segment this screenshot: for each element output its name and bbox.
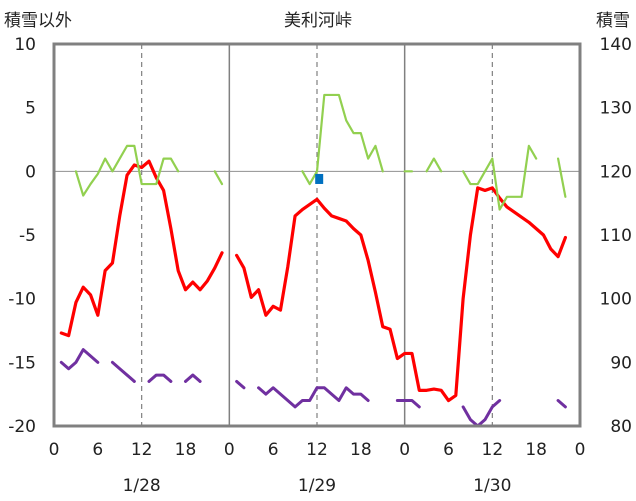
series-line-1 [556,157,567,198]
series-line-2 [59,348,100,371]
x-tick-label: 12 [131,440,153,460]
series-line-2 [235,379,246,390]
series-line-2 [110,360,136,383]
series-line-1 [301,93,384,186]
series-line-1 [74,144,180,197]
x-tick-label: 0 [49,440,60,460]
x-tick-label: 18 [525,440,547,460]
series-line-0 [235,186,567,403]
x-tick-label: 0 [224,440,235,460]
right-tick-label: 140 [600,35,632,55]
series-line-2 [257,386,370,409]
right-tick-label: 120 [600,162,632,182]
series-line-1 [425,157,443,173]
right-tick-label: 90 [610,353,632,373]
left-tick-label: 0 [25,162,36,182]
left-tick-label: -5 [19,226,36,246]
x-tick-label: 6 [268,440,279,460]
date-label: 1/28 [123,476,161,496]
x-tick-label: 18 [350,440,372,460]
left-axis-label: 積雪以外 [4,11,72,31]
x-tick-label: 6 [443,440,454,460]
right-axis-label: 積雪 [596,11,630,31]
left-tick-label: 5 [25,99,36,119]
plot-frame [52,42,582,428]
left-tick-label: -10 [8,290,36,310]
series-line-2 [556,399,567,409]
series-line-2 [461,399,502,428]
right-tick-label: 110 [600,226,632,246]
x-tick-label: 12 [482,440,504,460]
x-tick-label: 0 [575,440,586,460]
left-tick-label: -15 [8,353,36,373]
left-tick-label: -20 [8,417,36,437]
x-tick-label: 12 [306,440,328,460]
right-tick-label: 100 [600,290,632,310]
series-line-0 [59,159,224,338]
left-tick-label: 10 [14,35,36,55]
chart-title: 美利河峠 [284,11,352,31]
x-tick-label: 0 [399,440,410,460]
series-marker [315,173,324,184]
series-line-1 [213,170,224,186]
x-tick-label: 18 [175,440,197,460]
series-layer [59,93,567,428]
x-tick-label: 6 [92,440,103,460]
grid-layer [54,44,580,426]
date-label: 1/30 [473,476,511,496]
series-line-2 [184,373,202,383]
date-label: 1/29 [298,476,336,496]
series-line-1 [462,144,538,211]
series-line-2 [395,399,421,409]
right-tick-label: 80 [610,417,632,437]
right-tick-label: 130 [600,99,632,119]
series-line-2 [147,373,173,383]
